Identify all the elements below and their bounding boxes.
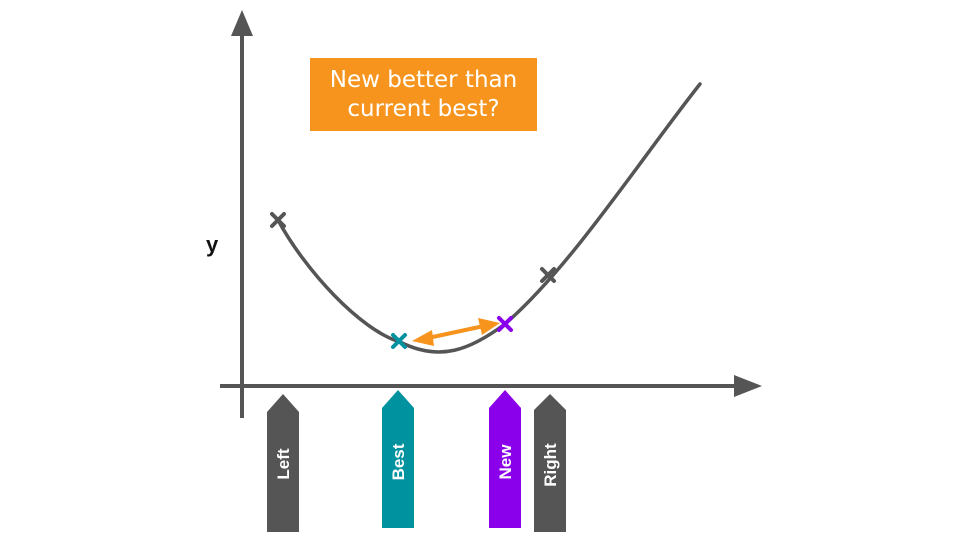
marker-left: Left (267, 394, 299, 532)
marker-right: Right (534, 394, 566, 532)
marker-new-shape (489, 390, 521, 528)
marker-best: Best (382, 390, 414, 528)
x-axis-arrowhead (734, 375, 762, 397)
marker-right-shape (534, 394, 566, 532)
question-callout: New better than current best? (310, 58, 537, 131)
marker-best-shape (382, 390, 414, 528)
comparison-arrow (412, 318, 500, 346)
y-axis-arrowhead (231, 10, 253, 36)
marker-new: New (489, 390, 521, 528)
y-axis-label: y (206, 232, 219, 257)
comparison-arrowhead-right (478, 318, 500, 335)
right-point-marker (540, 267, 556, 283)
marker-right-label: Right (541, 443, 560, 487)
callout-text: New better than current best? (329, 66, 518, 122)
axes (220, 10, 762, 418)
marker-left-label: Left (274, 448, 293, 480)
marker-new-label: New (496, 444, 515, 480)
new-point-marker (497, 316, 513, 332)
marker-best-label: Best (389, 443, 408, 480)
left-point-marker (270, 212, 286, 228)
function-curve (276, 82, 702, 354)
comparison-arrowhead-left (412, 330, 434, 346)
best-point-marker (391, 333, 407, 349)
marker-left-shape (267, 394, 299, 532)
